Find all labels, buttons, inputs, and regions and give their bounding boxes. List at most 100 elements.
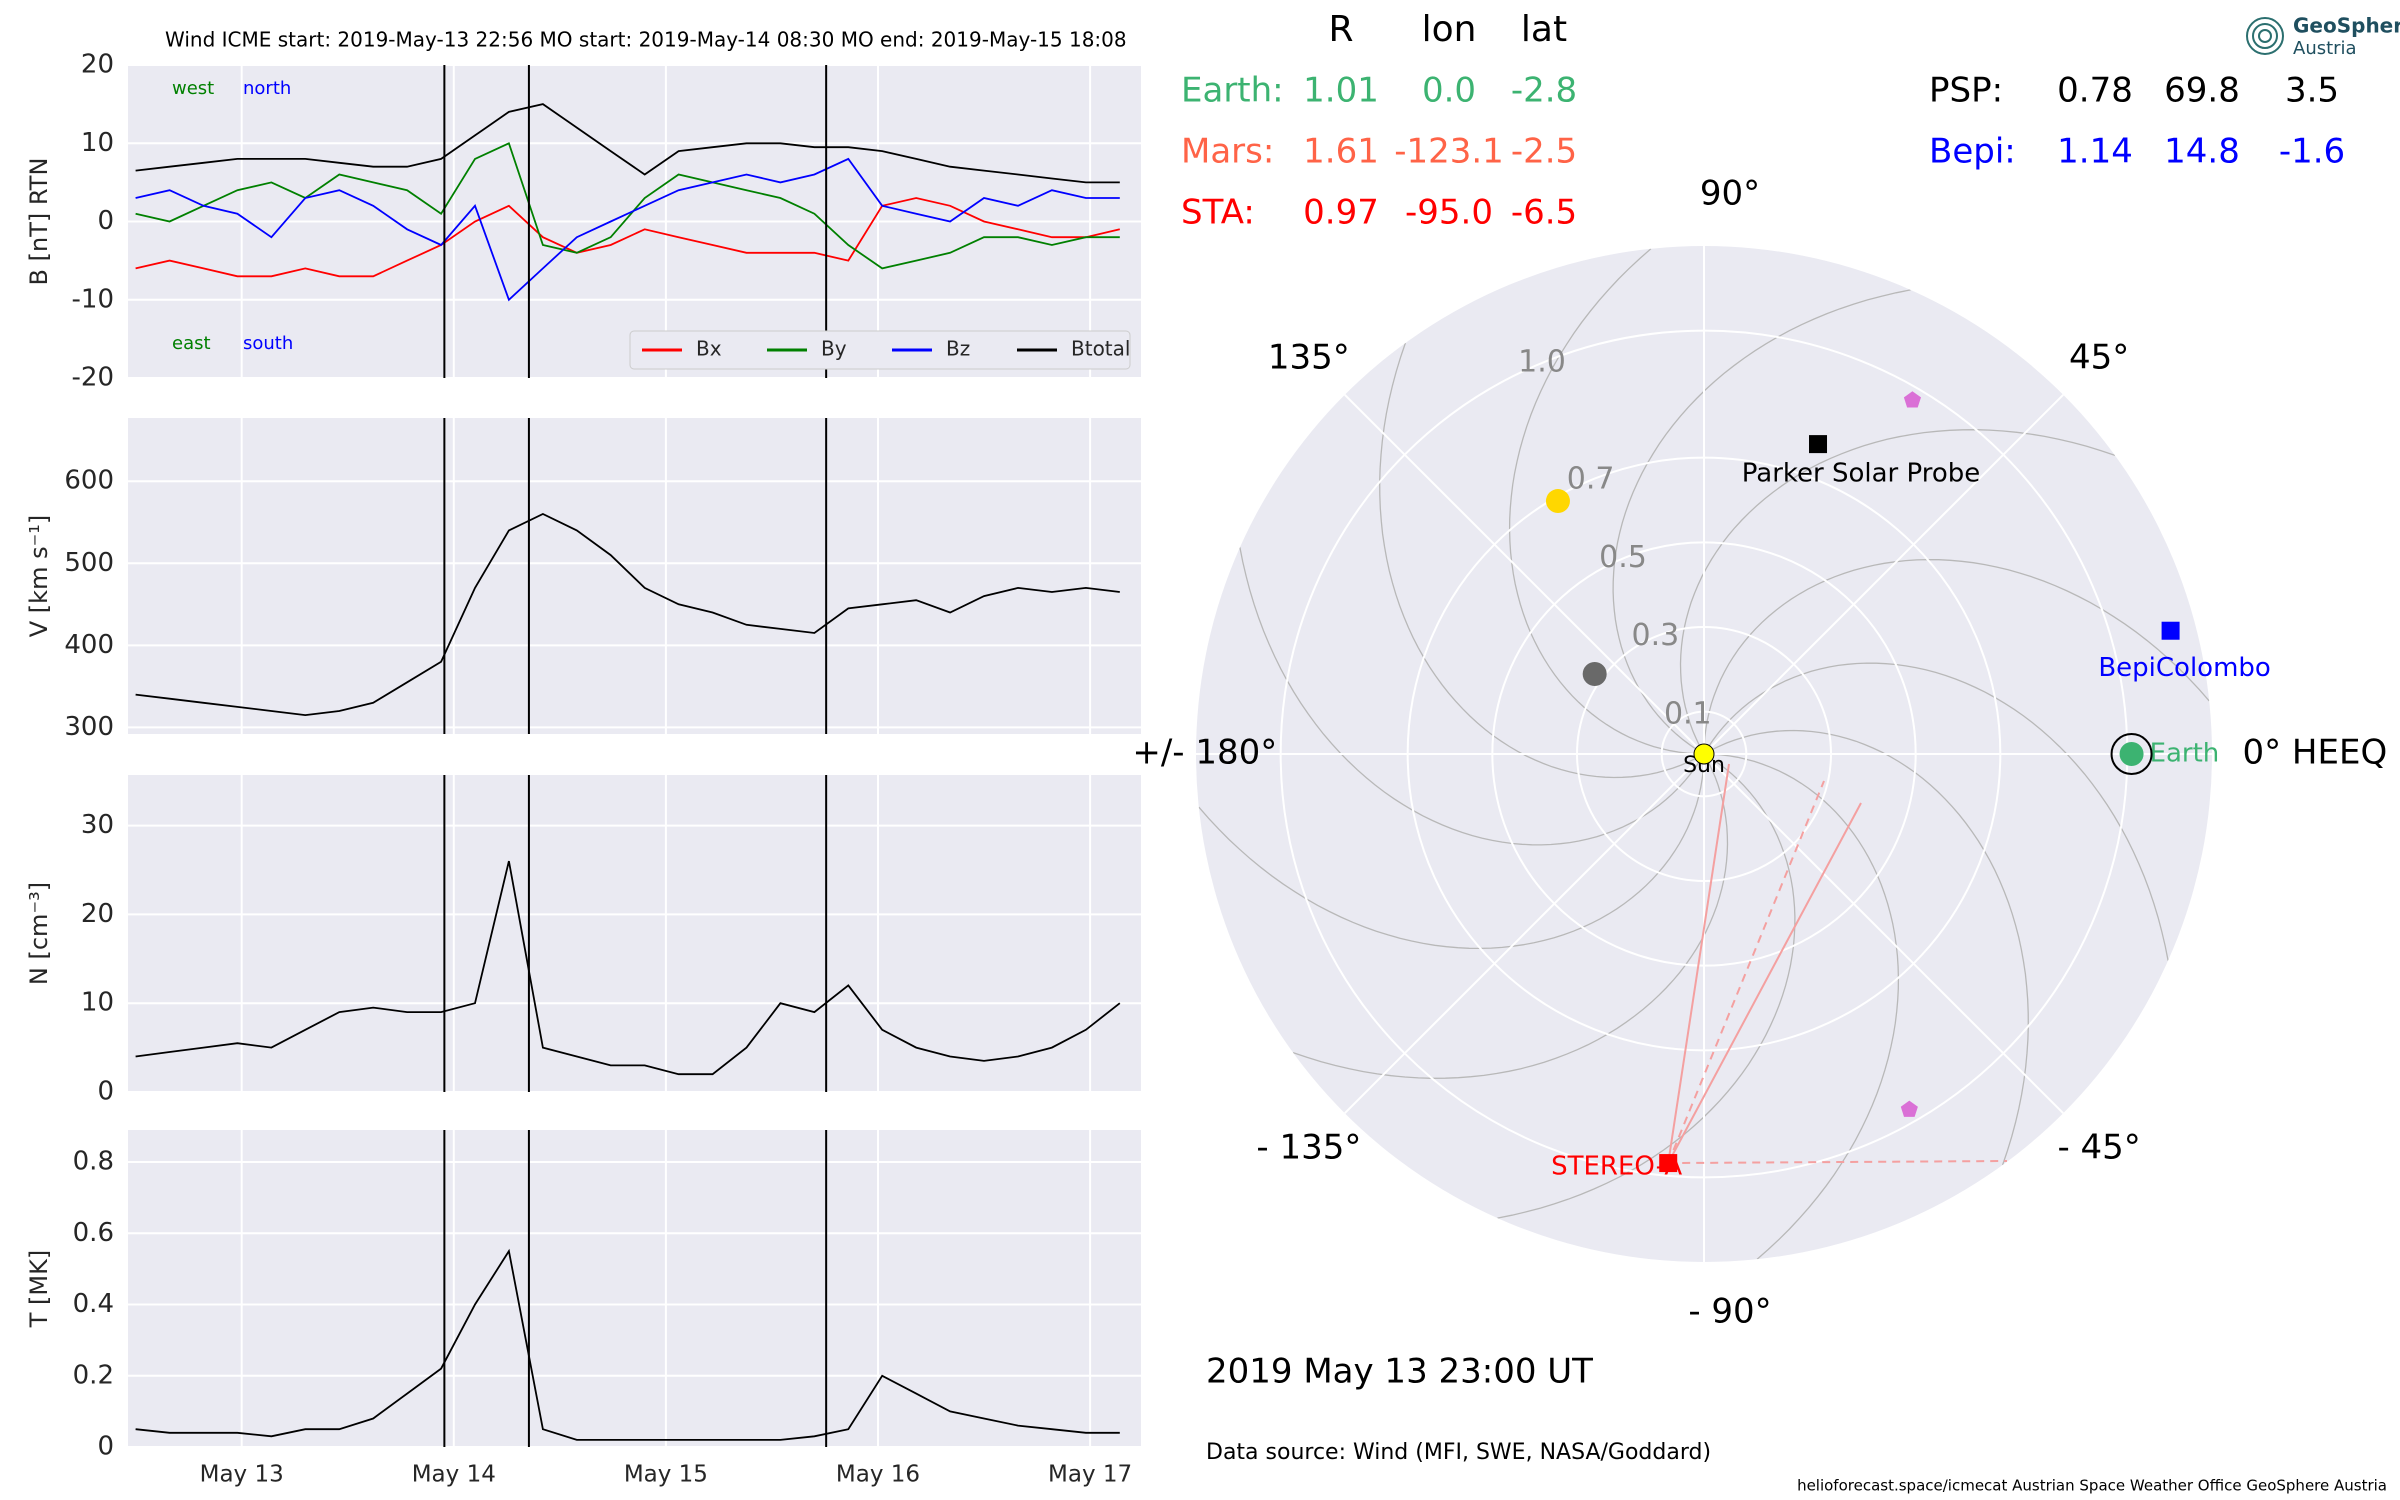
y-tick-label: 0.8 (73, 1147, 114, 1177)
theta-tick-label: 45° (2069, 337, 2129, 377)
data-line (135, 860, 1121, 1076)
y-tick-label: 0.2 (73, 1360, 114, 1390)
legend-label: Bz (946, 337, 970, 361)
x-tick-label: May 16 (836, 1462, 920, 1488)
y-axis-label: N [cm⁻³] (25, 882, 53, 985)
theta-tick-label: - 135° (1256, 1128, 1361, 1168)
table-cell: 1.01 (1303, 71, 1379, 111)
x-tick-label: May 17 (1048, 1462, 1132, 1488)
object-marker (1693, 743, 1715, 765)
y-tick-label: 400 (64, 630, 114, 660)
x-tick-label: May 14 (412, 1462, 496, 1488)
table-cell: -95.0 (1405, 193, 1493, 233)
y-tick-label: 0.6 (73, 1218, 114, 1248)
data-source: Data source: Wind (MFI, SWE, NASA/Goddar… (1206, 1440, 1711, 1465)
object-marker (2119, 742, 2144, 766)
r-tick-label: 0.7 (1567, 462, 1615, 497)
table-cell: -1.6 (2279, 132, 2345, 172)
legend-label: Btotal (1071, 337, 1130, 361)
y-tick-label: 0.4 (73, 1289, 114, 1319)
object-label: Earth (2150, 739, 2220, 769)
x-tick-label: May 15 (624, 1462, 708, 1488)
object-marker (1545, 489, 1570, 514)
r-tick-label: 1.0 (1518, 344, 1566, 379)
plot-area (128, 418, 1141, 734)
object-marker (1900, 1100, 1918, 1117)
table-row-label: Earth: (1181, 71, 1284, 111)
object-marker (1809, 435, 1828, 454)
panel-title: Wind ICME start: 2019-May-13 22:56 MO st… (165, 28, 1127, 52)
table-row-label: STA: (1181, 193, 1255, 233)
plot-area (128, 1130, 1141, 1447)
r-tick-label: 0.1 (1664, 696, 1712, 731)
object-label: Parker Solar Probe (1742, 459, 1980, 489)
r-tick-label: 0.5 (1599, 540, 1647, 575)
y-tick-label: 20 (81, 50, 114, 80)
grid-ring (1576, 626, 1832, 882)
marker-outline (2110, 733, 2153, 775)
grid-ring (1660, 710, 1748, 798)
table-header: lon (1422, 9, 1477, 50)
theta-tick-label: +/- 180° (1132, 733, 1277, 773)
y-tick-label: 0 (97, 1432, 114, 1462)
table-cell: 0.97 (1303, 193, 1379, 233)
y-tick-label: 0 (97, 206, 114, 236)
data-line (135, 1248, 1120, 1441)
sta-direction (1667, 802, 1862, 1164)
table-cell: -6.5 (1511, 193, 1577, 233)
footer: helioforecast.space/icmecat Austrian Spa… (1797, 1477, 2387, 1495)
y-tick-label: 300 (64, 712, 114, 742)
table-cell: 3.5 (2285, 71, 2339, 111)
r-tick-label: 0.3 (1632, 618, 1680, 653)
logo-text: GeoSphere (2293, 14, 2400, 38)
object-marker (1903, 391, 1921, 408)
y-axis-label: V [km s⁻¹] (25, 515, 53, 637)
table-cell: 69.8 (2164, 71, 2240, 111)
table-row-label: Bepi: (1929, 132, 2016, 172)
y-tick-label: -10 (72, 284, 114, 314)
theta-tick-label: 0° HEEQ (2242, 733, 2387, 773)
y-tick-label: 0 (97, 1077, 114, 1107)
data-line (135, 157, 1120, 302)
table-header: lat (1521, 9, 1567, 50)
y-axis-label: T [MK] (25, 1250, 53, 1328)
table-header: R (1328, 9, 1353, 50)
data-line (135, 103, 1120, 184)
object-label: BepiColombo (2098, 653, 2271, 683)
table-cell: 1.14 (2057, 132, 2133, 172)
table-cell: 14.8 (2164, 132, 2240, 172)
y-tick-label: 10 (81, 128, 114, 158)
logo-icon (2246, 17, 2284, 55)
y-tick-label: 30 (81, 810, 114, 840)
object-marker (2161, 621, 2180, 640)
data-line (135, 513, 1120, 717)
annotation: west (172, 78, 214, 99)
plot-area (128, 775, 1141, 1092)
legend-label: Bx (696, 337, 722, 361)
table-cell: 0.0 (1422, 71, 1476, 111)
object-marker (1659, 1154, 1678, 1173)
grid-ring (1406, 456, 2002, 1052)
logo-text: Austria (2293, 38, 2357, 59)
sta-direction (1668, 1160, 2008, 1165)
table-cell: 0.78 (2057, 71, 2133, 111)
annotation: south (243, 333, 293, 354)
theta-tick-label: 135° (1268, 337, 1350, 377)
y-tick-label: 600 (64, 466, 114, 496)
y-tick-label: 10 (81, 988, 114, 1018)
table-row-label: Mars: (1181, 132, 1274, 172)
y-tick-label: -20 (72, 363, 114, 393)
y-tick-label: 500 (64, 548, 114, 578)
y-tick-label: 20 (81, 899, 114, 929)
theta-tick-label: 90° (1700, 174, 1760, 214)
sta-direction (1667, 780, 1825, 1164)
timestamp: 2019 May 13 23:00 UT (1206, 1352, 1593, 1392)
annotation: north (243, 78, 291, 99)
theta-tick-label: - 45° (2057, 1128, 2140, 1168)
legend-label: By (821, 337, 847, 361)
table-cell: 1.61 (1303, 132, 1379, 172)
x-tick-label: May 13 (200, 1462, 284, 1488)
table-cell: -123.1 (1394, 132, 1504, 172)
grid-ring (1491, 541, 1917, 967)
